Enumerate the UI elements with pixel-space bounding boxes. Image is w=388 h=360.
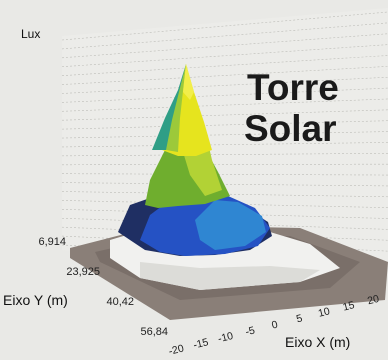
x-tick-label: 15: [342, 299, 356, 314]
peak-upper-left-facet: [152, 64, 186, 150]
z-gridline: [61, 66, 388, 85]
y-tick-label: 23,925: [66, 266, 100, 278]
z-gridline: [61, 33, 388, 59]
x-tick-label: -15: [192, 336, 210, 351]
plateau-shade: [140, 262, 320, 290]
x-axis-ticks: -20 -15 -10 -5 0 5 10 15 20: [167, 293, 380, 358]
z-gridline: [61, 44, 388, 68]
x-tick-label: 0: [270, 319, 279, 332]
y-tick-label: 6,914: [38, 236, 66, 248]
y-tick-label: 56,84: [140, 326, 168, 338]
y-axis-label: Eixo Y (m): [3, 292, 68, 308]
x-tick-label: -10: [217, 330, 235, 345]
x-tick-label: 20: [366, 293, 380, 308]
z-axis-label: Lux: [21, 27, 40, 41]
z-gridline: [61, 55, 388, 76]
chart-title-line1: Torre: [247, 67, 339, 108]
x-axis-label: Eixo X (m): [285, 334, 350, 350]
peak-upper-left-lime: [166, 64, 186, 152]
x-tick-label: -5: [244, 324, 256, 338]
x-tick-label: 5: [295, 312, 304, 325]
y-axis-ticks: 6,914 23,925 40,42 56,84: [38, 236, 168, 338]
z-gridline: [61, 76, 388, 94]
z-gridline: [61, 11, 388, 41]
chart-title-line2: Solar: [244, 108, 337, 149]
z-gridline: [61, 22, 388, 50]
peak-apex-facet: [183, 64, 194, 100]
y-tick-label: 40,42: [106, 296, 134, 308]
x-tick-label: 10: [317, 305, 331, 320]
peak-light-blue-band: [195, 200, 266, 250]
x-tick-label: -20: [167, 342, 185, 357]
